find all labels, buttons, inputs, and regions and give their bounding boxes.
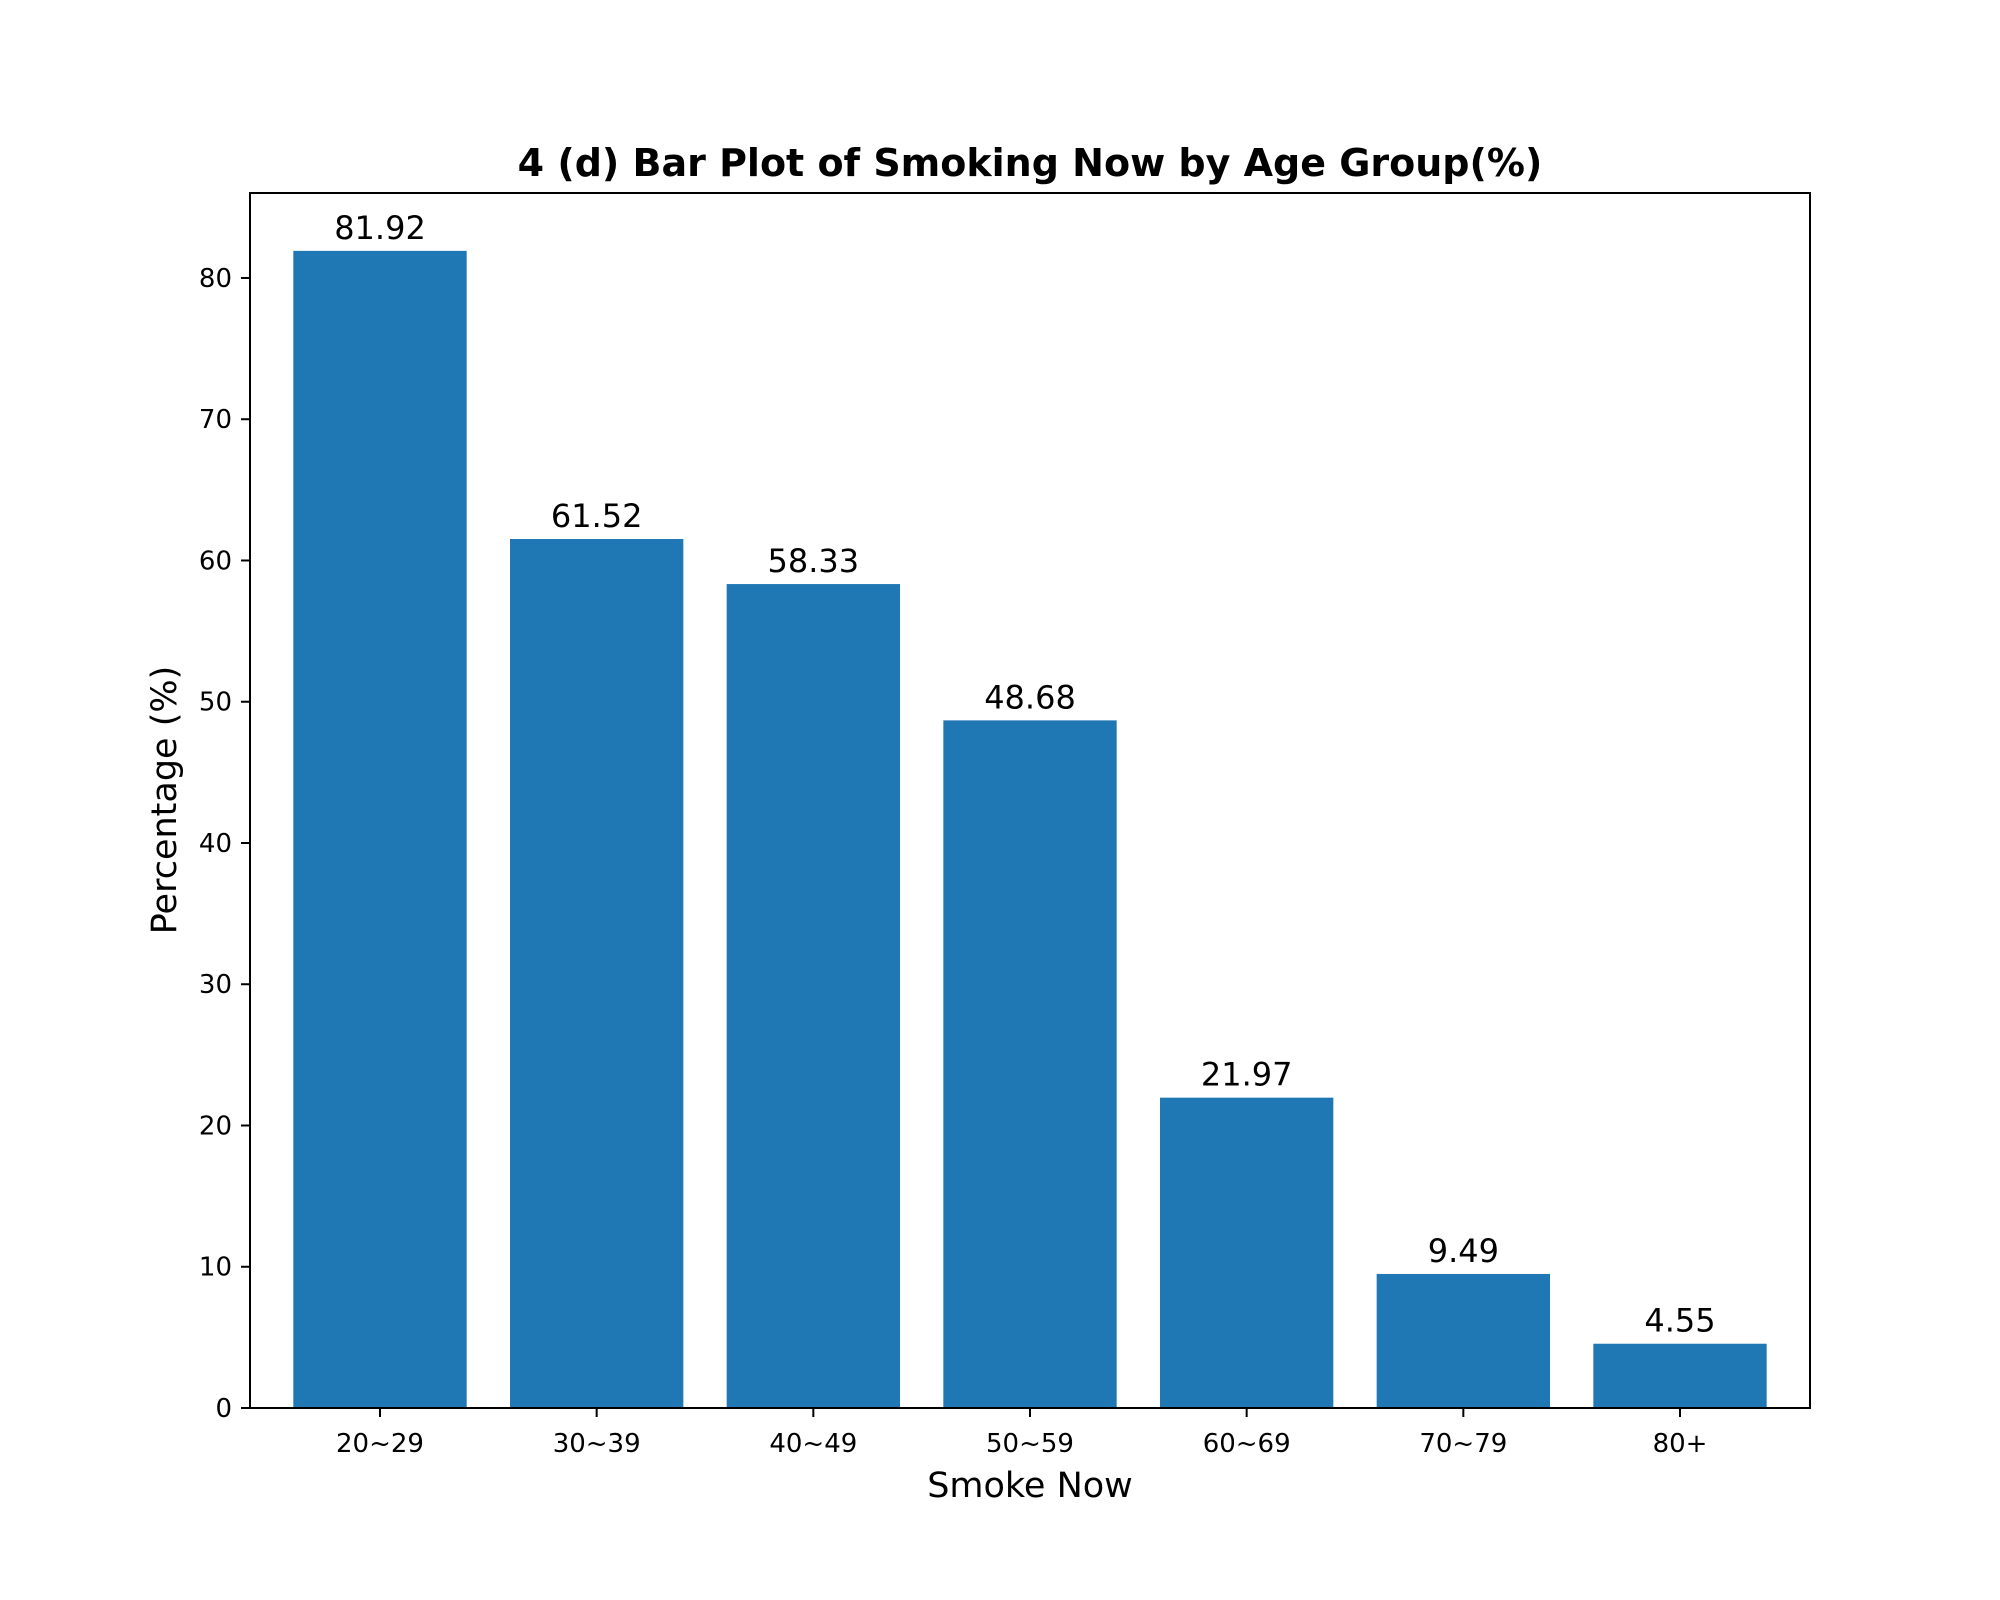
y-tick-label: 60 <box>199 546 232 576</box>
bar-50~59 <box>943 720 1117 1408</box>
x-axis-label: Smoke Now <box>927 1466 1133 1506</box>
data-label: 58.33 <box>768 542 860 580</box>
data-label: 81.92 <box>334 209 426 247</box>
x-tick-label: 20~29 <box>336 1429 424 1459</box>
plot-frame <box>249 192 1811 1409</box>
data-label: 61.52 <box>551 497 643 535</box>
data-label: 9.49 <box>1428 1232 1499 1270</box>
x-axis-ticks: 20~29 30~39 40~49 50~59 60~69 70~79 80+ <box>336 1408 1707 1459</box>
x-tick-label: 60~69 <box>1203 1429 1291 1459</box>
y-tick-label: 70 <box>199 405 232 435</box>
y-tick-label: 80 <box>199 264 232 294</box>
y-tick-label: 10 <box>199 1253 232 1283</box>
chart-title: 4 (d) Bar Plot of Smoking Now by Age Gro… <box>518 141 1543 185</box>
y-tick-label: 0 <box>215 1394 232 1424</box>
bar-20~29 <box>293 250 467 1408</box>
data-label: 48.68 <box>984 678 1076 716</box>
x-tick-label: 70~79 <box>1419 1429 1507 1459</box>
y-axis-label: Percentage (%) <box>145 666 185 935</box>
y-tick-label: 30 <box>199 970 232 1000</box>
x-tick-label: 40~49 <box>769 1429 857 1459</box>
x-tick-label: 80+ <box>1653 1429 1708 1459</box>
x-tick-label: 50~59 <box>986 1429 1074 1459</box>
x-tick-label: 30~39 <box>553 1429 641 1459</box>
bar-40~49 <box>726 584 900 1408</box>
y-tick-label: 50 <box>199 688 232 718</box>
bar-30~39 <box>510 539 684 1408</box>
y-tick-label: 20 <box>199 1111 232 1141</box>
bars-group <box>293 250 1767 1408</box>
y-tick-label: 40 <box>199 829 232 859</box>
data-label: 4.55 <box>1644 1302 1715 1340</box>
bar-80+ <box>1593 1343 1767 1408</box>
data-labels-group: 81.92 61.52 58.33 48.68 21.97 9.49 4.55 <box>334 209 1715 1340</box>
bar-60~69 <box>1160 1097 1334 1408</box>
y-axis-ticks: 0 10 20 30 40 50 60 70 80 <box>199 264 250 1424</box>
data-label: 21.97 <box>1201 1056 1293 1094</box>
bar-70~79 <box>1376 1273 1550 1408</box>
